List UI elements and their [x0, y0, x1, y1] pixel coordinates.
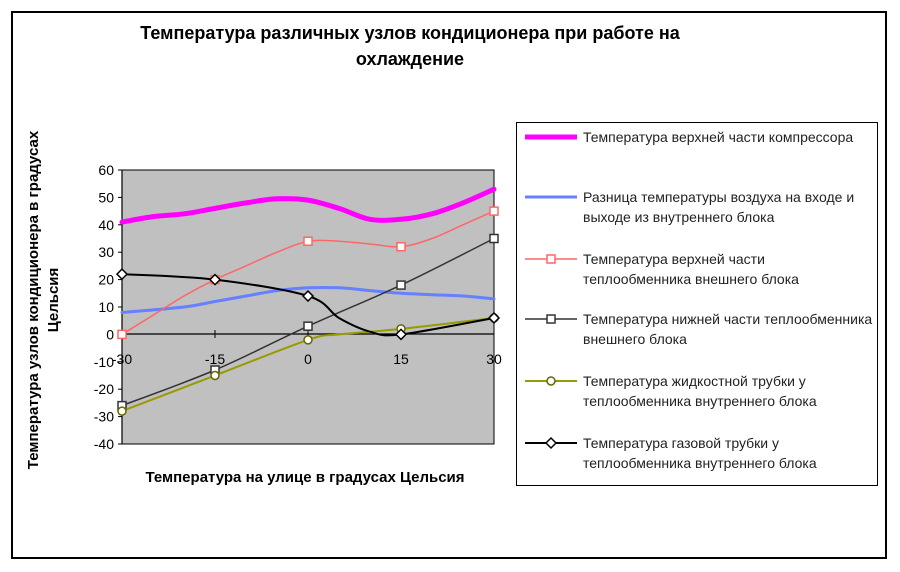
data-point	[396, 280, 406, 290]
chart-title: Температура различных узлов кондиционера…	[140, 23, 680, 69]
series-layer	[115, 186, 501, 416]
data-point	[303, 321, 313, 331]
legend-item: Температура верхней части теплообменника…	[523, 249, 873, 293]
y-tick-label: 10	[98, 299, 114, 315]
data-point	[489, 206, 499, 216]
legend: Температура верхней части компрессора Раз…	[516, 122, 878, 486]
legend-item: Температура нижней части теплообменника …	[523, 309, 873, 353]
x-tick-label: 15	[393, 351, 409, 367]
data-point	[208, 273, 222, 286]
data-point	[487, 311, 501, 325]
legend-swatch	[525, 254, 577, 264]
legend-label: Температура газовой трубки у теплообменн…	[583, 435, 817, 471]
data-point	[210, 370, 220, 381]
y-tick-label: 50	[98, 189, 114, 205]
legend-swatch-marker	[546, 254, 556, 264]
x-tick-label: -30	[112, 351, 132, 367]
data-point	[115, 268, 129, 281]
y-tick-label: 40	[98, 217, 114, 233]
series-4	[117, 233, 499, 411]
data-point	[489, 233, 499, 244]
x-tick-label: -15	[205, 351, 225, 367]
legend-swatch-marker	[546, 376, 556, 386]
legend-swatch-marker	[546, 314, 556, 324]
y-tick-label: 20	[98, 272, 114, 288]
tick-labels: 60 50 40 30 20 10 0 -10 -20 -30 -40 -30 -15 0 15 30	[94, 162, 502, 452]
y-tick-label: -20	[94, 381, 114, 397]
x-tick-label: 30	[486, 351, 502, 367]
y-tick-label: 60	[98, 162, 114, 178]
data-point	[303, 236, 313, 246]
legend-item: Температура верхней части компрессора	[523, 127, 873, 171]
series-6	[115, 268, 501, 341]
legend-swatch-marker	[544, 436, 558, 450]
legend-label: Температура верхней части теплообменника…	[583, 251, 799, 287]
legend-label: Разница температуры воздуха на входе и в…	[583, 189, 855, 225]
legend-label: Температура жидкостной трубки у теплообм…	[583, 373, 817, 409]
x-axis-label: Температура на улице в градусах Цельсия	[145, 469, 465, 486]
series-2	[120, 286, 496, 314]
series-1	[119, 186, 497, 225]
series-line	[120, 286, 496, 314]
y-tick-label: -30	[94, 409, 114, 425]
legend-swatch	[525, 376, 577, 386]
legend-item: Разница температуры воздуха на входе и в…	[523, 187, 873, 251]
legend-label: Температура верхней части компрессора	[583, 129, 854, 145]
legend-item: Температура жидкостной трубки у теплообм…	[523, 371, 873, 415]
legend-swatch	[525, 314, 577, 324]
data-point	[396, 241, 406, 252]
y-tick-label: -40	[94, 436, 114, 452]
legend-swatch	[525, 134, 577, 140]
data-point	[394, 328, 408, 341]
legend-swatch	[525, 195, 577, 199]
data-point	[303, 335, 313, 345]
data-point	[117, 406, 127, 416]
legend-swatch	[525, 436, 577, 450]
data-point	[117, 329, 127, 340]
series-line	[119, 186, 497, 225]
data-point	[301, 289, 315, 303]
legend-item: Температура газовой трубки у теплообменн…	[523, 433, 873, 477]
series-line	[121, 317, 495, 413]
y-axis-label: Температура узлов кондиционера в градуса…	[25, 130, 62, 470]
x-tick-label: 0	[304, 351, 312, 367]
y-tick-label: 30	[98, 244, 114, 260]
y-tick-label: 0	[106, 326, 114, 342]
legend-label: Температура нижней части теплообменника …	[583, 311, 873, 347]
y-tick-label: -10	[94, 354, 114, 370]
